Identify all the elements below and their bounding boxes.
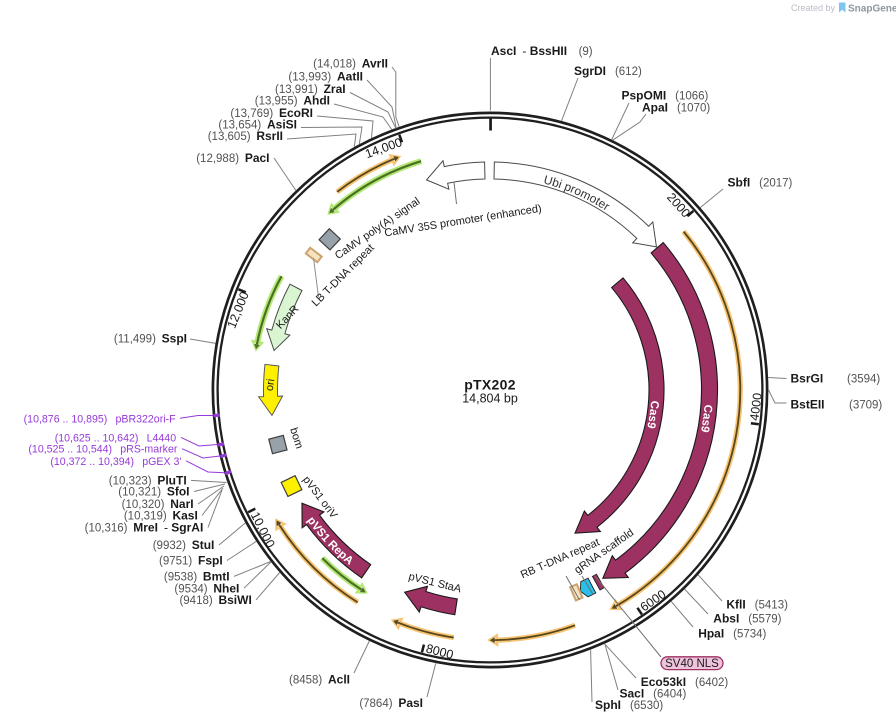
svg-text:(7864) PasI: (7864) PasI bbox=[359, 696, 423, 710]
svg-text:(10,525 .. 10,544) pRS-marker: (10,525 .. 10,544) pRS-marker bbox=[28, 444, 177, 456]
svg-text:SbfI (2017): SbfI (2017) bbox=[728, 176, 793, 190]
svg-text:AscI - BssHII (9): AscI - BssHII (9) bbox=[491, 44, 593, 58]
svg-text:(8458) AclI: (8458) AclI bbox=[289, 673, 350, 687]
svg-text:ori: ori bbox=[264, 378, 278, 392]
svg-text:pTX202: pTX202 bbox=[464, 377, 516, 393]
svg-text:Eco53kI (6402): Eco53kI (6402) bbox=[641, 675, 729, 689]
svg-text:(14,018) AvrII: (14,018) AvrII bbox=[313, 57, 388, 71]
svg-text:(10,625 .. 10,642) L4440: (10,625 .. 10,642) L4440 bbox=[55, 432, 176, 444]
svg-text:(13,605) RsrII: (13,605) RsrII bbox=[208, 129, 283, 143]
svg-text:SgrDI (612): SgrDI (612) bbox=[574, 64, 642, 78]
svg-text:SacI (6404): SacI (6404) bbox=[620, 687, 687, 701]
svg-text:ApaI (1070): ApaI (1070) bbox=[642, 101, 710, 115]
svg-text:(9932) StuI: (9932) StuI bbox=[153, 538, 215, 552]
svg-text:SV40 NLS: SV40 NLS bbox=[665, 658, 719, 670]
svg-text:(10,372 .. 10,394) pGEX 3': (10,372 .. 10,394) pGEX 3' bbox=[50, 456, 181, 468]
svg-text:HpaI (5734): HpaI (5734) bbox=[698, 627, 766, 641]
svg-text:(9418) BsiWI: (9418) BsiWI bbox=[179, 593, 251, 607]
svg-text:Created by: Created by bbox=[791, 3, 836, 13]
svg-text:(10,316) MreI - SgrAI: (10,316) MreI - SgrAI bbox=[85, 521, 204, 535]
svg-text:AbsI (5579): AbsI (5579) bbox=[713, 612, 781, 626]
svg-text:KflI (5413): KflI (5413) bbox=[726, 598, 788, 612]
svg-text:SnapGene: SnapGene bbox=[848, 3, 896, 14]
svg-text:SphI (6530): SphI (6530) bbox=[595, 698, 663, 712]
svg-text:(12,988) PacI: (12,988) PacI bbox=[196, 151, 269, 165]
svg-text:(9751) FspI: (9751) FspI bbox=[159, 554, 223, 568]
svg-text:14,804 bp: 14,804 bp bbox=[462, 392, 518, 406]
svg-text:(11,499) SspI: (11,499) SspI bbox=[114, 332, 187, 346]
svg-text:(10,876 .. 10,895) pBR322ori-: (10,876 .. 10,895) pBR322ori-F bbox=[24, 413, 176, 425]
